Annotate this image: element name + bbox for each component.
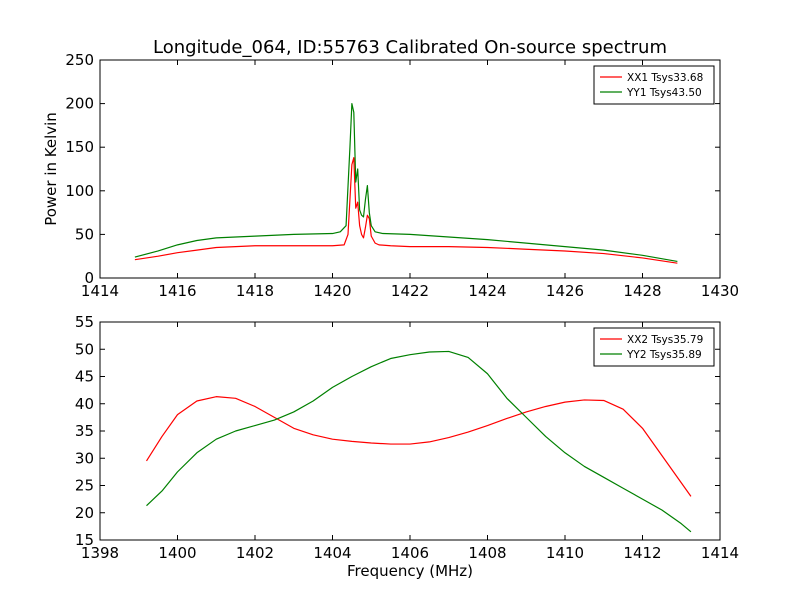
top-x-tick-label: 1424 [468,282,506,300]
top-x-tick-label: 1420 [313,282,351,300]
top-x-tick-label: 1418 [236,282,274,300]
top-x-tick-label: 1428 [623,282,661,300]
bottom-y-tick-label: 50 [75,340,94,358]
bottom-x-tick-label: 1412 [623,544,661,562]
bottom-legend-box [593,327,715,367]
bottom-series-line-1 [145,396,692,497]
chart-title: Longitude_064, ID:55763 Calibrated On-so… [153,37,667,58]
bottom-x-tick-label: 1402 [236,544,274,562]
bottom-y-tick-label: 30 [75,449,94,467]
top-legend-label: YY1 Tsys43.50 [626,87,702,99]
bottom-y-tick-label: 20 [75,504,94,522]
top-x-tick-label: 1426 [546,282,584,300]
bottom-y-tick-label: 35 [75,422,94,440]
top-legend: XX1 Tsys33.68 YY1 Tsys43.50 [593,65,715,105]
bottom-y-tick-label: 40 [75,395,94,413]
top-y-tick-label: 150 [65,138,94,156]
top-y-tick-label: 0 [84,269,94,287]
bottom-legend: XX2 Tsys35.79 YY2 Tsys35.89 [593,327,715,367]
bottom-x-tick-label: 1408 [468,544,506,562]
bottom-x-tick-label: 1400 [158,544,196,562]
top-y-tick-label: 50 [75,225,94,243]
bottom-y-tick-label: 15 [75,531,94,549]
top-series-line-1 [134,157,678,264]
bottom-y-tick-label: 55 [75,313,94,331]
top-x-tick-label: 1430 [701,282,739,300]
top-y-tick-label: 250 [65,51,94,69]
bottom-x-tick-label: 1406 [391,544,429,562]
top-series-line-2 [134,102,678,263]
top-x-tick-label: 1416 [158,282,196,300]
bottom-x-tick-label: 1414 [701,544,739,562]
top-x-tick-label: 1414 [81,282,119,300]
bottom-x-tick-label: 1404 [313,544,351,562]
top-plot: 1414 1416 1418 1420 1422 1424 1426 1428 1430 0 50 1… [65,51,739,300]
top-y-tick-label: 100 [65,182,94,200]
top-legend-box [593,65,715,105]
bottom-x-tick-label: 1410 [546,544,584,562]
bottom-legend-label: XX2 Tsys35.79 [627,334,703,346]
bottom-y-tick-label: 25 [75,477,94,495]
bottom-x-axis-label: Frequency (MHz) [347,562,473,580]
bottom-x-tick-label: 1398 [81,544,119,562]
bottom-legend-label: YY2 Tsys35.89 [626,349,702,361]
bottom-series-line-2 [146,350,692,533]
bottom-plot: 1398 1400 1402 1404 1406 1408 1410 1412 1414 15 20… [75,313,739,562]
bottom-y-tick-label: 45 [75,368,94,386]
top-y-axis-label: Power in Kelvin [42,112,60,226]
top-y-tick-label: 200 [65,95,94,113]
top-x-tick-label: 1422 [391,282,429,300]
top-legend-label: XX1 Tsys33.68 [627,72,703,84]
